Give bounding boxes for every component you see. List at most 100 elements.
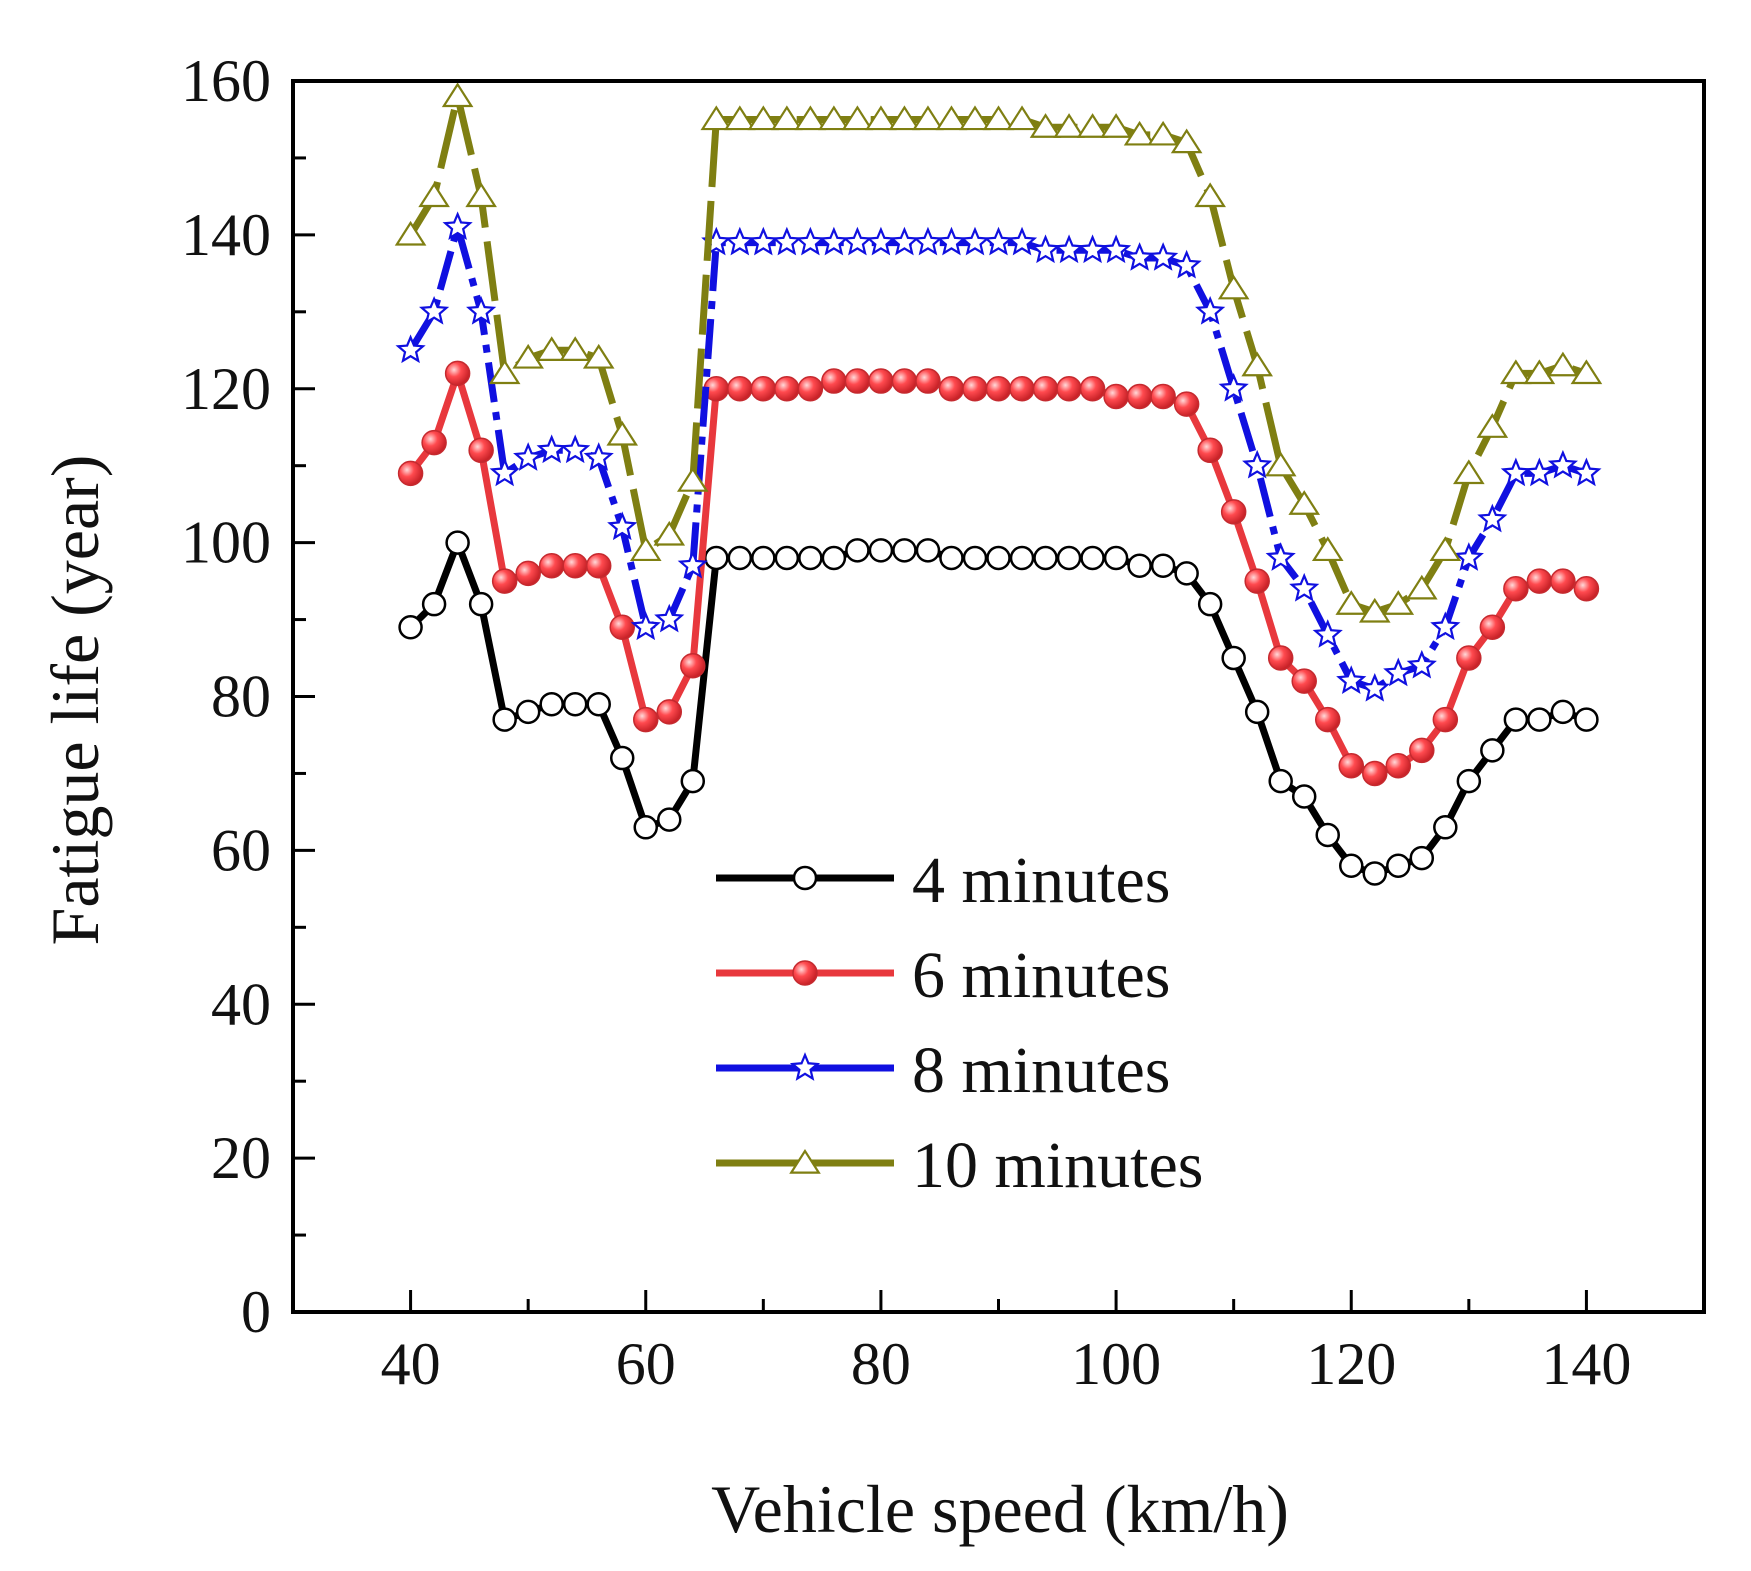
data-point (539, 691, 564, 717)
data-point (1268, 768, 1293, 794)
data-point (1123, 120, 1156, 146)
data-point (868, 368, 894, 394)
data-point (1148, 242, 1179, 271)
data-point (891, 368, 918, 394)
data-point (1080, 545, 1105, 571)
data-point (985, 376, 1012, 402)
data-point (1173, 391, 1200, 417)
data-point (445, 530, 470, 555)
y-tick-label: 80 (211, 664, 271, 730)
x-tick-label: 100 (1071, 1331, 1161, 1397)
data-point (1006, 105, 1038, 131)
data-point (1574, 707, 1599, 732)
data-point (586, 691, 611, 717)
data-point (538, 552, 565, 579)
y-tick-label: 100 (181, 510, 271, 576)
data-point (1523, 359, 1556, 385)
data-point (1265, 542, 1296, 571)
data-point (441, 82, 474, 108)
data-point (798, 545, 823, 571)
data-point (1409, 845, 1435, 871)
data-point (1032, 376, 1059, 402)
data-point (727, 545, 753, 571)
series-line (407, 223, 1588, 693)
data-point (491, 568, 518, 594)
data-point (397, 460, 424, 487)
data-point (1150, 383, 1176, 410)
data-point (1405, 574, 1438, 600)
x-tick-label: 140 (1541, 1331, 1631, 1397)
data-point (468, 437, 494, 464)
data-point (418, 182, 450, 208)
data-point (1547, 351, 1579, 377)
data-point (1570, 359, 1603, 385)
data-point (1100, 234, 1132, 264)
data-point (892, 538, 917, 563)
data-point (515, 699, 541, 725)
data-point (1053, 113, 1085, 138)
data-point (1126, 383, 1153, 410)
y-tick-label: 40 (211, 971, 271, 1037)
data-point (1382, 590, 1415, 615)
data-point (1244, 699, 1270, 725)
data-point (1429, 536, 1462, 562)
data-point (559, 336, 592, 361)
x-tick-label: 40 (381, 1331, 441, 1397)
data-point (1242, 449, 1273, 479)
data-point (1217, 274, 1250, 300)
data-point (1526, 568, 1553, 594)
data-point (774, 545, 800, 571)
data-point (1453, 542, 1484, 571)
data-point (1383, 657, 1414, 687)
data-point (1314, 706, 1341, 733)
data-point (1194, 182, 1226, 208)
data-point (1477, 503, 1508, 533)
data-point (794, 105, 827, 131)
data-point (1195, 295, 1226, 325)
legend-label: 10 minutes (912, 1129, 1204, 1202)
data-point (1432, 706, 1459, 733)
data-point (421, 429, 447, 456)
data-point (1573, 576, 1600, 602)
data-point (629, 536, 662, 562)
data-point (724, 105, 756, 131)
data-point (1170, 128, 1203, 154)
data-point (1197, 591, 1223, 617)
data-point (1571, 457, 1602, 487)
data-point (912, 105, 944, 131)
data-point (1100, 113, 1132, 138)
data-point (939, 545, 964, 571)
y-tick-label: 120 (181, 356, 271, 422)
data-point (1338, 752, 1364, 779)
y-tick-label: 160 (181, 48, 271, 114)
data-point (982, 105, 1015, 131)
data-point (1291, 784, 1317, 809)
data-point (1453, 459, 1485, 485)
data-point (1127, 553, 1152, 578)
data-point (1500, 359, 1532, 385)
data-point (1009, 545, 1035, 571)
data-point (1076, 113, 1109, 138)
data-point (1288, 490, 1321, 515)
data-point (1312, 619, 1343, 648)
data-point (1456, 645, 1482, 671)
data-point (1311, 536, 1344, 562)
data-point (585, 552, 612, 579)
series-layer (394, 82, 1603, 886)
data-point (513, 442, 544, 471)
y-axis-label: Fatigue life (year) (37, 455, 113, 946)
data-point (1291, 668, 1317, 694)
data-point (465, 182, 497, 208)
data-point (444, 360, 471, 387)
data-point (1433, 815, 1458, 840)
data-point (959, 105, 991, 131)
data-point (1171, 249, 1202, 279)
data-point (1335, 590, 1368, 615)
data-point (394, 220, 427, 246)
data-point (1362, 760, 1388, 787)
data-point (1079, 376, 1106, 402)
data-point (1550, 568, 1576, 594)
data-point (1056, 545, 1082, 571)
series-3 (395, 211, 1602, 702)
data-point (1103, 383, 1129, 410)
